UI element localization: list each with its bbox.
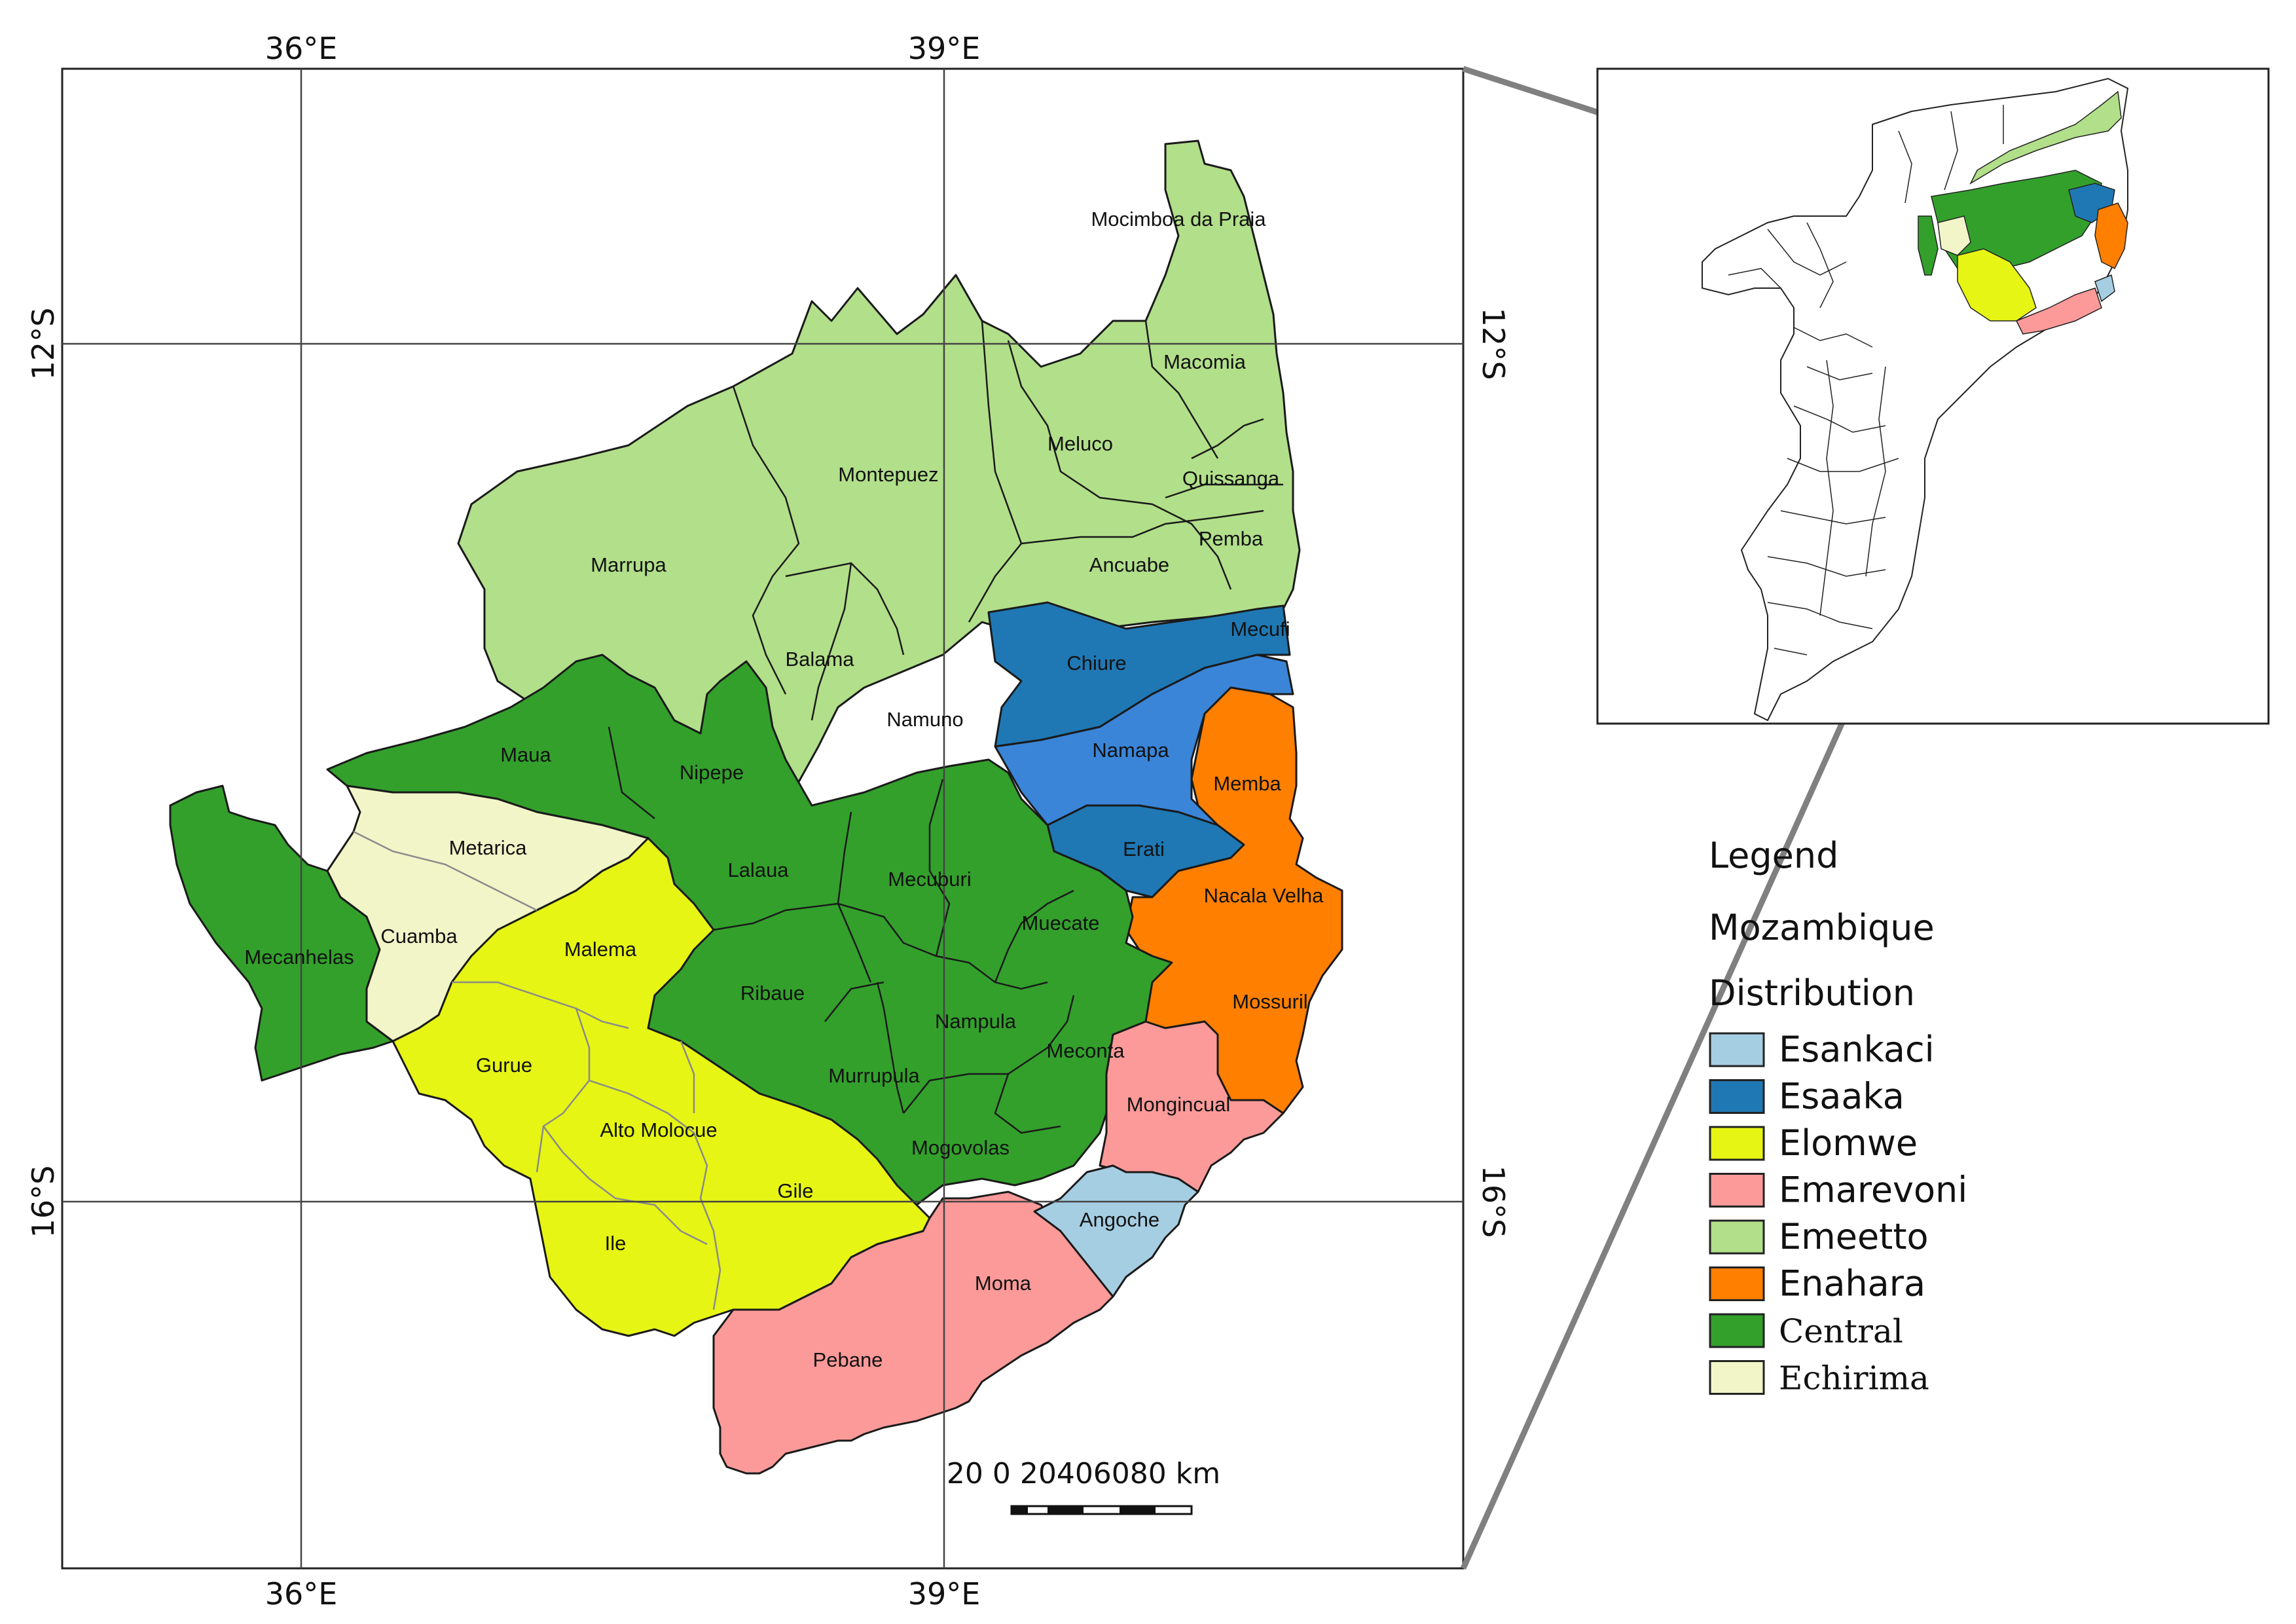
inset-emeetto [1969, 90, 2122, 185]
main-map: 36°E 39°E 36°E 39°E 12°S 16°S 12°S 16°S … [26, 31, 1511, 1612]
legend-items: Esankaci Esaaka Elomwe Emarevoni Emeetto Enah… [1709, 1029, 1967, 1397]
district-ile: Ile [605, 1232, 627, 1255]
inset-central [1931, 170, 2102, 276]
legend-title: Legend [1709, 835, 1838, 876]
inset-enahara [2094, 202, 2128, 270]
district-gile: Gile [777, 1179, 813, 1202]
label-left-16s: 16°S [26, 1166, 61, 1238]
legend-swatch-enahara [1709, 1266, 1765, 1301]
label-bottom-39e: 39°E [908, 1576, 981, 1612]
district-boundaries [608, 320, 1283, 1134]
legend-swatch-emarevoni [1709, 1173, 1765, 1208]
legend-label-emarevoni: Emarevoni [1779, 1170, 1967, 1211]
district-angoche: Angoche [1080, 1208, 1159, 1231]
district-metarica: Metarica [449, 836, 528, 859]
district-pemba: Pemba [1199, 527, 1264, 550]
legend-subtitle: Distribution [1709, 972, 1915, 1014]
district-maua: Maua [500, 743, 551, 766]
district-erati: Erati [1123, 838, 1165, 860]
legend-swatch-emeetto [1709, 1219, 1765, 1255]
inset-emarevoni [2015, 287, 2102, 335]
legend-label-elomwe: Elomwe [1779, 1122, 1918, 1164]
district-nacala-velha: Nacala Velha [1204, 884, 1324, 907]
inset-esankaci [2094, 274, 2115, 303]
label-top-39e: 39°E [908, 31, 981, 66]
district-balama: Balama [785, 648, 854, 671]
label-left-12s: 12°S [26, 308, 61, 380]
inset-elomwe [1957, 248, 2037, 322]
label-bottom-36e: 36°E [265, 1576, 338, 1612]
inset-map [1596, 67, 2270, 725]
label-right-16s: 16°S [1476, 1166, 1511, 1238]
legend-swatch-elomwe [1709, 1126, 1765, 1161]
district-nipepe: Nipepe [680, 761, 744, 784]
legend-country: Mozambique [1709, 907, 1935, 948]
scale-bar: 20 0 20406080 km [947, 1457, 1220, 1515]
district-macomia: Macomia [1163, 350, 1247, 373]
district-nampula: Nampula [935, 1010, 1017, 1033]
district-malema: Malema [564, 938, 637, 961]
district-mecuburi: Mecuburi [888, 868, 972, 891]
district-alto-molocue: Alto Molocue [600, 1118, 717, 1141]
region-elomwe [392, 837, 931, 1337]
district-mecanhelas: Mecanhelas [244, 946, 354, 969]
inset-district-lines [1728, 105, 2004, 655]
graticule [62, 69, 1463, 1568]
district-polygons [169, 139, 1343, 1475]
label-top-36e: 36°E [265, 31, 338, 66]
district-mecufi: Mecufi [1230, 618, 1290, 640]
district-mogovolas: Mogovolas [911, 1136, 1010, 1159]
legend-swatch-echirima [1709, 1360, 1765, 1395]
district-labels: Mocimboa da Praia Macomia Meluco Montepu… [244, 208, 1324, 1371]
district-chiure: Chiure [1066, 652, 1126, 674]
district-namapa: Namapa [1092, 739, 1169, 762]
legend-label-central: Central [1779, 1312, 1903, 1350]
elomwe-boundaries [353, 830, 721, 1310]
district-montepuez: Montepuez [838, 463, 938, 486]
district-gurue: Gurue [476, 1054, 532, 1077]
district-mocimboa: Mocimboa da Praia [1091, 208, 1266, 231]
district-memba: Memba [1213, 772, 1281, 795]
legend: Legend Mozambique Distribution EsankaciE… [1709, 835, 1967, 1397]
district-marrupa: Marrupa [591, 553, 666, 576]
district-muecate: Muecate [1022, 912, 1100, 934]
legend-label-esaaka: Esaaka [1779, 1076, 1904, 1117]
district-meconta: Meconta [1047, 1039, 1125, 1062]
district-mossuril: Mossuril [1232, 990, 1307, 1013]
district-lalaua: Lalaua [727, 858, 789, 881]
district-namuno: Namuno [886, 708, 963, 731]
district-ribaue: Ribaue [740, 982, 805, 1005]
legend-label-esankaci: Esankaci [1779, 1029, 1935, 1070]
district-mongincual: Mongincual [1127, 1093, 1231, 1116]
district-pebane: Pebane [813, 1348, 883, 1371]
district-quissanga: Quissanga [1182, 467, 1280, 490]
label-right-12s: 12°S [1476, 308, 1511, 380]
legend-label-echirima: Echirima [1779, 1359, 1929, 1397]
legend-swatch-central [1709, 1313, 1765, 1348]
inset-central-west [1918, 215, 1939, 276]
legend-swatch-esankaci [1709, 1032, 1765, 1067]
legend-label-enahara: Enahara [1779, 1263, 1925, 1304]
district-murrupula: Murrupula [828, 1064, 920, 1087]
inset-echirima [1937, 215, 1971, 256]
legend-swatch-esaaka [1709, 1079, 1765, 1114]
scale-bar-label: 20 0 20406080 km [947, 1457, 1220, 1490]
district-moma: Moma [975, 1272, 1032, 1295]
legend-label-emeetto: Emeetto [1779, 1216, 1929, 1257]
district-meluco: Meluco [1048, 432, 1113, 455]
district-cuamba: Cuamba [380, 925, 458, 948]
district-ancuabe: Ancuabe [1089, 553, 1169, 576]
region-esankaci [1033, 1164, 1199, 1298]
